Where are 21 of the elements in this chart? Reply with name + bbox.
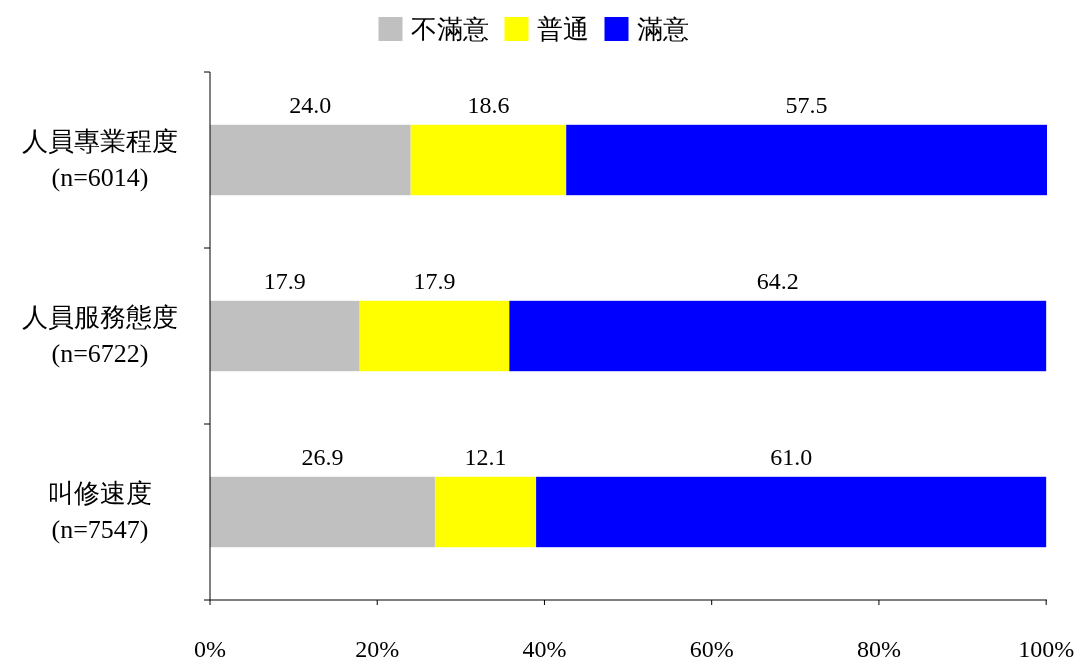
data-label: 26.9 bbox=[301, 443, 344, 470]
data-label: 61.0 bbox=[770, 443, 813, 470]
data-label: 24.0 bbox=[289, 91, 332, 118]
data-label: 57.5 bbox=[785, 91, 828, 118]
legend-label: 普通 bbox=[536, 15, 589, 44]
legend-label: 不滿意 bbox=[410, 15, 489, 44]
y-tick-label: 叫修速度 (n=7547) bbox=[48, 479, 152, 544]
data-label: 18.6 bbox=[467, 91, 510, 118]
legend-label: 滿意 bbox=[636, 15, 689, 44]
y-tick-label: 人員專業程度 (n=6014) bbox=[22, 127, 178, 192]
data-label: 17.9 bbox=[413, 267, 456, 294]
x-tick-label: 60% bbox=[689, 636, 734, 659]
y-tick-label: 人員服務態度 (n=6722) bbox=[22, 303, 178, 368]
x-tick-label: 20% bbox=[355, 636, 400, 659]
data-label: 17.9 bbox=[263, 267, 306, 294]
x-tick-label: 80% bbox=[856, 636, 901, 659]
data-label: 64.2 bbox=[756, 267, 799, 294]
x-tick-label: 40% bbox=[522, 636, 567, 659]
data-label: 12.1 bbox=[464, 443, 507, 470]
x-tick-label: 100% bbox=[1018, 636, 1075, 659]
x-tick-label: 0% bbox=[194, 636, 226, 659]
